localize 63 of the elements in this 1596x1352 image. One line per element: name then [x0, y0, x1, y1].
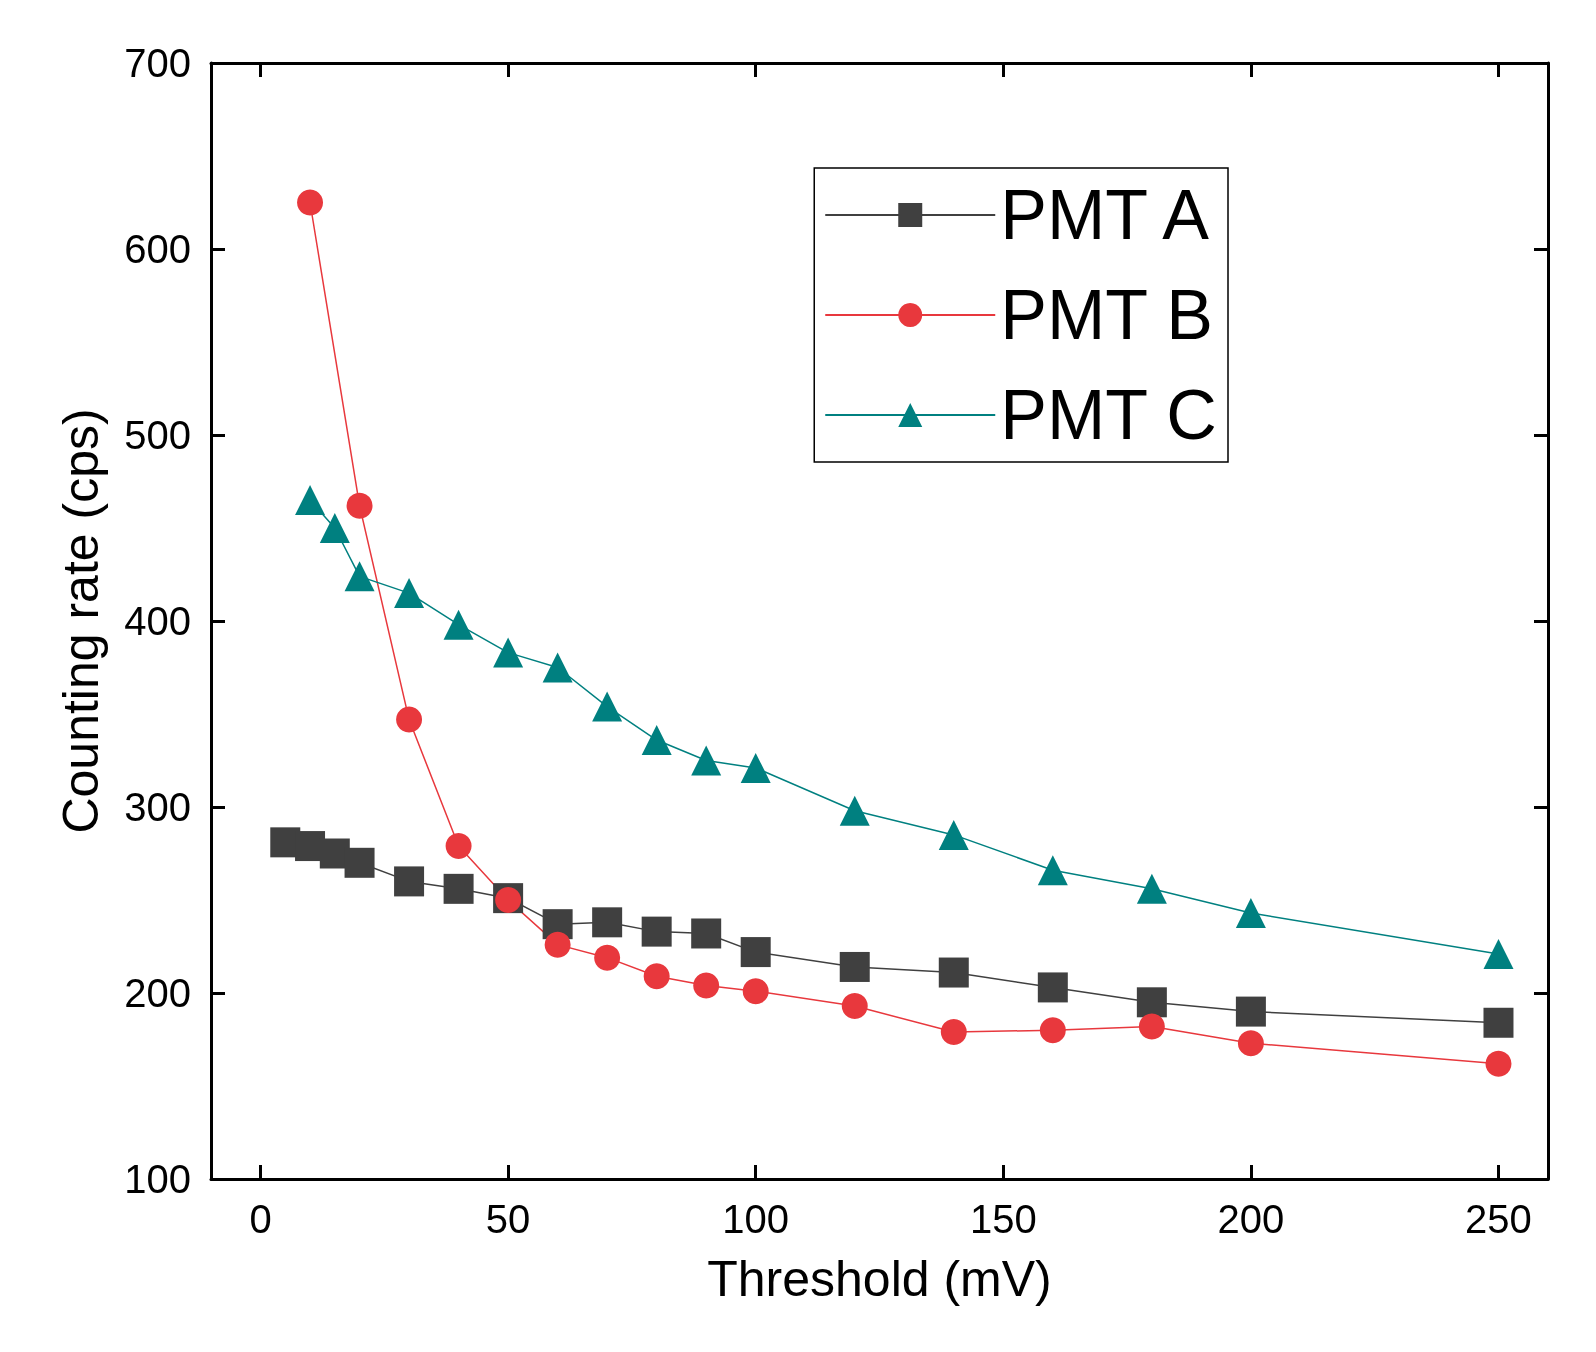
- x-axis-title: Threshold (mV): [707, 1251, 1052, 1307]
- point: [544, 931, 571, 958]
- point: [940, 1019, 967, 1046]
- y-tick-label: 500: [124, 413, 191, 457]
- point: [938, 819, 969, 850]
- point: [1136, 873, 1167, 904]
- point: [1235, 996, 1266, 1027]
- point: [839, 795, 870, 826]
- point: [1136, 987, 1167, 1018]
- point: [295, 485, 326, 516]
- point: [1237, 1030, 1264, 1057]
- point: [1037, 972, 1068, 1003]
- point: [443, 873, 474, 904]
- point: [344, 561, 375, 592]
- point: [1485, 1050, 1512, 1077]
- point: [641, 725, 672, 756]
- y-tick-label: 100: [124, 1157, 191, 1201]
- point: [542, 652, 573, 683]
- point: [740, 937, 771, 968]
- point: [740, 752, 771, 783]
- point: [346, 492, 373, 519]
- point: [445, 833, 472, 860]
- y-tick-label: 300: [124, 785, 191, 829]
- point: [742, 978, 769, 1005]
- point: [1138, 1013, 1165, 1040]
- point: [592, 691, 623, 722]
- point: [693, 972, 720, 999]
- x-tick-label: 0: [249, 1197, 272, 1241]
- point: [641, 916, 672, 947]
- point: [1483, 938, 1514, 969]
- point: [319, 513, 350, 543]
- point: [938, 957, 969, 988]
- point: [443, 609, 474, 640]
- point: [394, 578, 425, 609]
- x-tick-label: 200: [1217, 1197, 1285, 1241]
- point: [841, 993, 868, 1020]
- legend-label: PMT B: [1000, 276, 1213, 354]
- point: [396, 706, 423, 733]
- x-tick-label: 150: [969, 1197, 1037, 1241]
- point: [594, 944, 621, 971]
- point: [1037, 855, 1068, 886]
- point: [592, 907, 623, 938]
- legend-label: PMT C: [1000, 376, 1217, 454]
- x-tick-label: 100: [722, 1197, 790, 1241]
- point: [839, 951, 870, 982]
- y-tick-label: 700: [124, 41, 191, 85]
- point: [691, 918, 722, 949]
- point: [344, 847, 375, 878]
- legend-label: PMT A: [1000, 176, 1210, 254]
- point: [1235, 898, 1266, 929]
- point: [297, 189, 324, 216]
- point: [1483, 1007, 1514, 1038]
- point: [1039, 1017, 1066, 1044]
- y-axis-title: Counting rate (cps): [53, 408, 109, 834]
- point: [394, 866, 425, 897]
- y-tick-label: 200: [124, 971, 191, 1015]
- y-tick-label: 600: [124, 227, 191, 271]
- point: [643, 963, 670, 990]
- point: [691, 745, 722, 776]
- point: [493, 637, 524, 668]
- x-tick-label: 50: [485, 1197, 531, 1241]
- y-tick-label: 400: [124, 599, 191, 643]
- x-tick-label: 250: [1465, 1197, 1532, 1241]
